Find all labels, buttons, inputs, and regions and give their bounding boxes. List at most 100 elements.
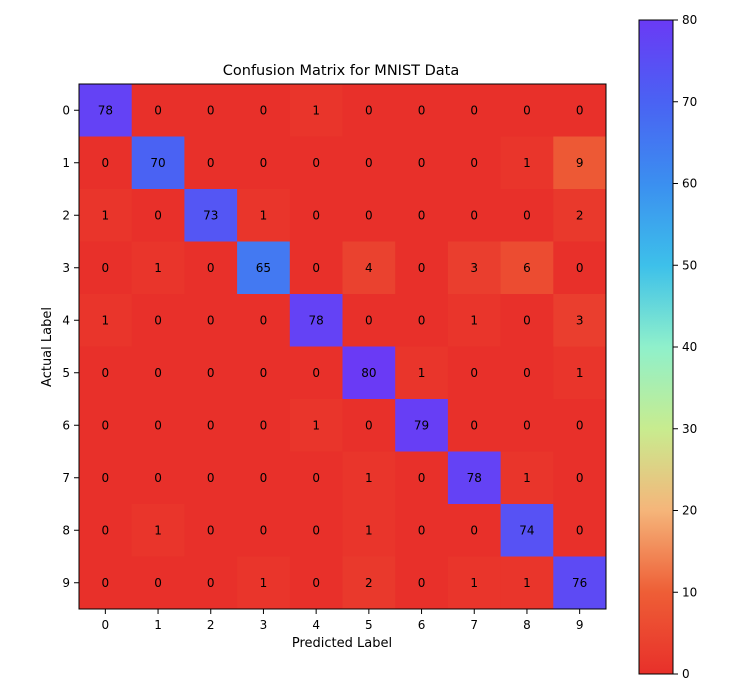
cell-value-label: 0 — [102, 576, 110, 590]
cell-value-label: 0 — [207, 366, 215, 380]
cell-value-label: 0 — [418, 313, 426, 327]
cell-value-label: 0 — [365, 208, 373, 222]
cell-value-label: 79 — [414, 418, 429, 432]
heatmap-cell — [289, 504, 343, 557]
cell-value-label: 0 — [365, 418, 373, 432]
y-tick-label: 4 — [62, 313, 70, 327]
cell-value-label: 0 — [102, 261, 110, 275]
cell-value-label: 0 — [418, 261, 426, 275]
y-tick-label: 1 — [62, 156, 70, 170]
y-axis-title: Actual Label — [40, 307, 55, 387]
heatmap-cell — [447, 84, 502, 137]
cell-value-label: 76 — [572, 576, 587, 590]
cell-value-label: 0 — [418, 208, 426, 222]
cell-value-label: 3 — [470, 261, 478, 275]
heatmap-cell — [79, 556, 133, 610]
cell-value-label: 0 — [154, 576, 162, 590]
heatmap-cell — [79, 84, 133, 137]
heatmap-cell — [237, 504, 291, 557]
heatmap-cell — [237, 451, 291, 505]
heatmap-cell — [447, 294, 502, 347]
cell-value-label: 1 — [260, 576, 268, 590]
cell-value-label: 1 — [312, 103, 320, 117]
heatmap-cell — [184, 294, 238, 347]
heatmap-cell — [342, 451, 396, 505]
cell-value-label: 1 — [102, 313, 110, 327]
cell-value-label: 1 — [365, 523, 373, 537]
cell-value-label: 0 — [207, 576, 215, 590]
cell-value-label: 0 — [260, 366, 268, 380]
heatmap-cell — [500, 346, 554, 400]
heatmap-cell — [184, 84, 238, 137]
colorbar-tick-label: 20 — [682, 504, 697, 518]
cell-value-label: 2 — [576, 208, 584, 222]
heatmap-cell — [553, 189, 607, 242]
cell-value-label: 0 — [260, 156, 268, 170]
heatmap-cell — [131, 399, 185, 452]
y-tick-label: 8 — [62, 523, 70, 537]
heatmap-cell — [79, 451, 133, 505]
y-tick-label: 2 — [62, 208, 70, 222]
cell-value-label: 78 — [98, 103, 113, 117]
heatmap-cell — [553, 451, 607, 505]
heatmap-cell — [131, 189, 185, 242]
heatmap-cell — [79, 399, 133, 452]
heatmap-cell — [342, 556, 396, 610]
cell-value-label: 0 — [207, 523, 215, 537]
heatmap-cell — [184, 556, 238, 610]
cell-value-label: 1 — [523, 156, 531, 170]
cell-value-label: 0 — [470, 103, 478, 117]
heatmap-cell — [447, 399, 502, 452]
x-axis-ticks: 0 1 2 3 4 5 6 7 8 9 — [102, 609, 583, 632]
heatmap-cell — [237, 399, 291, 452]
heatmap-cell — [342, 84, 396, 137]
cell-value-label: 3 — [576, 313, 584, 327]
heatmap-cell — [237, 241, 291, 295]
heatmap-cell — [500, 556, 554, 610]
heatmap-cell — [500, 504, 554, 557]
cell-value-label: 1 — [470, 576, 478, 590]
heatmap-cell — [79, 294, 133, 347]
cell-value-label: 6 — [523, 261, 531, 275]
heatmap-cell — [553, 399, 607, 452]
heatmap-cell — [184, 189, 238, 242]
heatmap-cell — [342, 294, 396, 347]
heatmap-cell — [184, 451, 238, 505]
heatmap-cell — [553, 241, 607, 295]
heatmap-cell — [553, 504, 607, 557]
heatmap-cell — [289, 451, 343, 505]
y-tick-label: 3 — [62, 261, 70, 275]
cell-value-label: 78 — [467, 471, 482, 485]
colorbar-tick-label: 60 — [682, 177, 697, 191]
x-tick-label: 0 — [102, 618, 110, 632]
cell-value-label: 0 — [102, 366, 110, 380]
heatmap-cell — [553, 556, 607, 610]
cell-value-label: 0 — [312, 261, 320, 275]
cell-value-label: 0 — [576, 523, 584, 537]
heatmap-cell — [131, 84, 185, 137]
heatmap-cell — [395, 294, 449, 347]
cell-value-label: 0 — [470, 418, 478, 432]
heatmap-cell — [447, 346, 502, 400]
cell-value-label: 1 — [523, 471, 531, 485]
heatmap-cell — [237, 136, 291, 190]
cell-value-label: 0 — [470, 366, 478, 380]
heatmap-cells: 78 0 0 0 1 0 0 0 0 0 0 70 0 0 0 0 0 0 1 9 1 0 73 1 0 0 0 0 0 2 0 1 0 65 0 4… — [79, 84, 607, 610]
heatmap-cell — [131, 241, 185, 295]
colorbar-tick-label: 0 — [682, 667, 690, 681]
cell-value-label: 0 — [365, 313, 373, 327]
cell-value-label: 0 — [470, 208, 478, 222]
heatmap-cell — [447, 504, 502, 557]
y-tick-label: 9 — [62, 576, 70, 590]
cell-value-label: 0 — [260, 418, 268, 432]
cell-value-label: 0 — [312, 523, 320, 537]
heatmap-cell — [289, 189, 343, 242]
x-tick-label: 7 — [470, 618, 478, 632]
colorbar-ticks: 0 10 20 30 40 50 60 70 80 — [673, 13, 697, 681]
heatmap-cell — [237, 556, 291, 610]
heatmap-cell — [131, 346, 185, 400]
heatmap-cell — [237, 294, 291, 347]
cell-value-label: 0 — [102, 523, 110, 537]
cell-value-label: 0 — [207, 418, 215, 432]
heatmap-cell — [500, 136, 554, 190]
